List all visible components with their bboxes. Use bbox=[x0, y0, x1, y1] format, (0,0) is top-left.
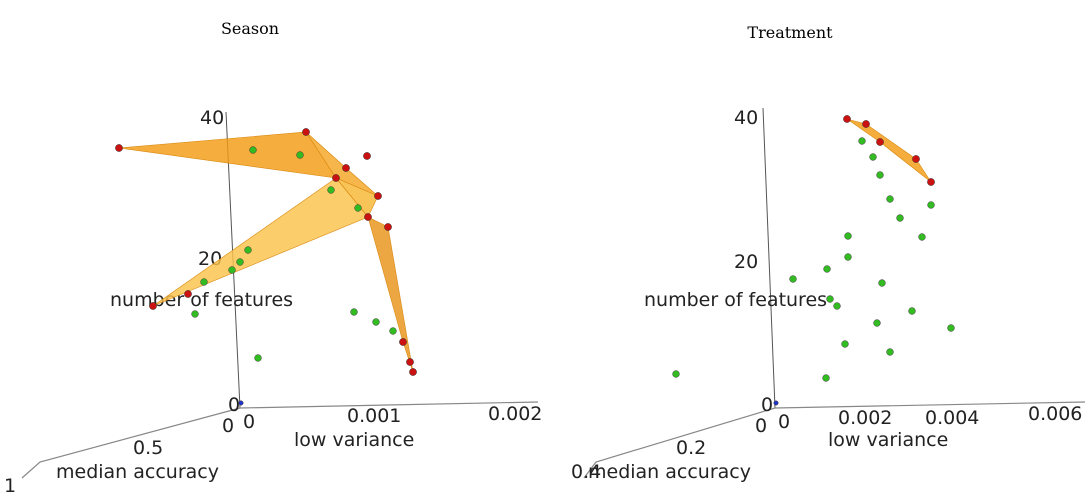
season-point-other bbox=[350, 308, 358, 316]
treatment-point-other bbox=[927, 201, 935, 209]
season-y-axis bbox=[21, 407, 241, 479]
treatment-z-axis-label: number of features bbox=[644, 289, 827, 311]
treatment-y-tick-04: 0.4 bbox=[571, 461, 601, 483]
season-point-pareto bbox=[399, 338, 407, 346]
season-point-other bbox=[254, 354, 262, 362]
treatment-points bbox=[672, 115, 955, 406]
season-x-tick-0: 0 bbox=[243, 411, 255, 433]
treatment-point-other bbox=[789, 275, 797, 283]
treatment-point-other bbox=[947, 324, 955, 332]
treatment-point-other bbox=[841, 340, 849, 348]
treatment-x-tick-0: 0 bbox=[778, 411, 790, 433]
season-point-pareto bbox=[364, 213, 372, 221]
season-point-other bbox=[354, 204, 362, 212]
season-point-pareto bbox=[332, 174, 340, 182]
season-point-other bbox=[228, 266, 236, 274]
season-surface-face bbox=[367, 216, 414, 373]
season-surface bbox=[118, 131, 414, 373]
season-y-tick-1: 1 bbox=[4, 475, 16, 495]
treatment-surface-face bbox=[846, 118, 932, 183]
season-point-pareto bbox=[184, 290, 192, 298]
treatment-point-pareto bbox=[912, 155, 920, 163]
chart-treatment: Treatment 40 20 0 0 0.002 0.004 0.006 0 … bbox=[571, 23, 1086, 483]
season-point-other bbox=[327, 186, 335, 194]
treatment-point-other bbox=[869, 153, 877, 161]
treatment-point-other bbox=[896, 214, 904, 222]
treatment-z-tick-0: 0 bbox=[761, 394, 773, 416]
chart-treatment-title: Treatment bbox=[747, 23, 833, 42]
treatment-point-other bbox=[844, 232, 852, 240]
season-point-origin bbox=[238, 400, 244, 406]
season-point-pareto bbox=[409, 368, 417, 376]
treatment-y-axis-label: median accuracy bbox=[588, 461, 751, 483]
season-y-tick-0: 0 bbox=[222, 415, 234, 437]
season-z-tick-40: 40 bbox=[200, 107, 224, 129]
season-point-other bbox=[200, 278, 208, 286]
treatment-point-origin bbox=[773, 400, 779, 406]
treatment-x-axis bbox=[774, 401, 1086, 409]
season-point-pareto bbox=[363, 152, 371, 160]
treatment-point-other bbox=[918, 233, 926, 241]
treatment-point-other bbox=[878, 279, 886, 287]
treatment-point-other bbox=[826, 295, 834, 303]
treatment-point-other bbox=[873, 319, 881, 327]
treatment-x-axis-label: low variance bbox=[828, 429, 948, 451]
treatment-y-tick-0: 0 bbox=[755, 415, 767, 437]
treatment-x-tick-0006: 0.006 bbox=[1028, 403, 1082, 425]
treatment-y-axis bbox=[583, 407, 776, 479]
season-x-axis-label: low variance bbox=[294, 429, 414, 451]
season-point-pareto bbox=[149, 302, 157, 310]
treatment-point-other bbox=[886, 195, 894, 203]
season-y-axis-label: median accuracy bbox=[56, 461, 219, 483]
treatment-point-other bbox=[876, 171, 884, 179]
season-point-pareto bbox=[406, 358, 414, 366]
treatment-point-other bbox=[823, 265, 831, 273]
season-z-axis-label: number of features bbox=[110, 289, 293, 311]
treatment-point-other bbox=[844, 253, 852, 261]
chart-season: Season 40 20 0 0 0.001 0.002 0 0.5 1 num… bbox=[4, 19, 542, 495]
season-point-pareto bbox=[302, 128, 310, 136]
treatment-point-other bbox=[822, 374, 830, 382]
season-points bbox=[115, 128, 417, 406]
season-point-other bbox=[296, 151, 304, 159]
treatment-point-pareto bbox=[876, 138, 884, 146]
treatment-z-axis bbox=[762, 107, 776, 409]
treatment-point-other bbox=[833, 302, 841, 310]
treatment-x-tick-0002: 0.002 bbox=[838, 407, 892, 429]
season-point-other bbox=[191, 310, 199, 318]
treatment-x-tick-0004: 0.004 bbox=[925, 407, 979, 429]
season-y-tick-05: 0.5 bbox=[133, 437, 163, 459]
season-x-tick-0001: 0.001 bbox=[347, 405, 401, 427]
treatment-point-other bbox=[886, 348, 894, 356]
treatment-point-pareto bbox=[862, 120, 870, 128]
chart-season-title: Season bbox=[221, 19, 279, 38]
season-point-other bbox=[249, 146, 257, 154]
season-x-tick-0002: 0.002 bbox=[488, 403, 542, 425]
treatment-surface bbox=[846, 118, 932, 183]
season-point-pareto bbox=[342, 164, 350, 172]
treatment-point-other bbox=[858, 137, 866, 145]
season-point-other bbox=[244, 246, 252, 254]
treatment-point-other bbox=[672, 370, 680, 378]
treatment-y-tick-02: 0.2 bbox=[676, 437, 706, 459]
season-point-other bbox=[389, 327, 397, 335]
season-point-pareto bbox=[384, 223, 392, 231]
treatment-z-tick-40: 40 bbox=[734, 107, 758, 129]
season-point-other bbox=[372, 318, 380, 326]
season-point-other bbox=[236, 258, 244, 266]
treatment-z-tick-20: 20 bbox=[734, 251, 758, 273]
season-point-pareto bbox=[374, 192, 382, 200]
treatment-point-other bbox=[908, 307, 916, 315]
season-point-pareto bbox=[115, 144, 123, 152]
season-surface-face bbox=[152, 177, 369, 307]
season-x-axis bbox=[239, 401, 539, 409]
season-z-tick-0: 0 bbox=[228, 394, 240, 416]
treatment-point-pareto bbox=[927, 178, 935, 186]
treatment-point-pareto bbox=[843, 115, 851, 123]
